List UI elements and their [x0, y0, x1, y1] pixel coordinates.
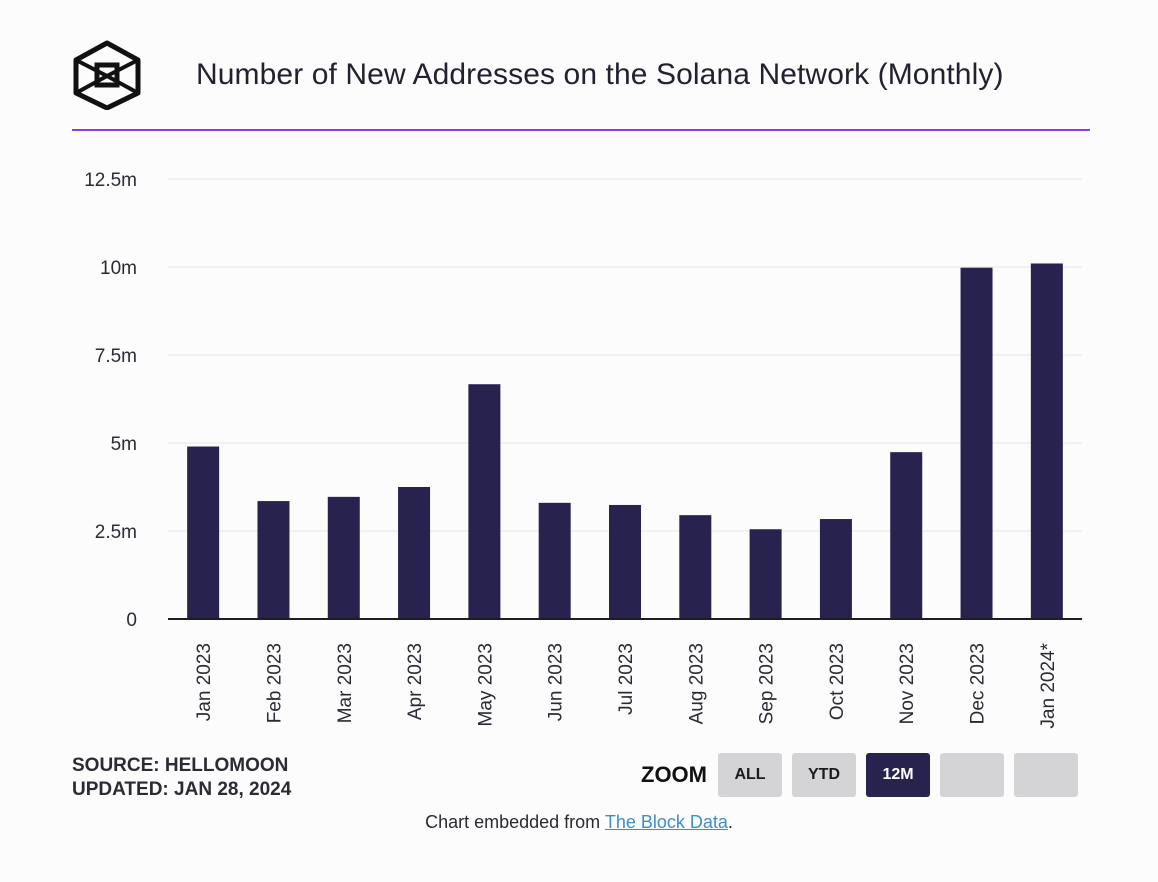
- updated-text: UPDATED: JAN 28, 2024: [72, 779, 292, 800]
- source-text: SOURCE: HELLOMOON: [72, 755, 289, 776]
- bar: [679, 515, 712, 619]
- bar: [257, 501, 290, 619]
- x-tick-label: Dec 2023: [968, 643, 989, 724]
- y-tick-label: 12.5m: [84, 170, 137, 191]
- bar-chart: 0 2.5m 5m 7.5m 10m 12.5m Jan 2023 Feb 2023 Mar 2…: [84, 170, 1082, 729]
- embed-prefix: Chart embedded from: [425, 812, 605, 832]
- bar: [749, 529, 782, 619]
- zoom-12m-button[interactable]: 12M: [866, 753, 930, 797]
- the-block-data-link[interactable]: The Block Data: [604, 812, 728, 832]
- y-tick-label: 7.5m: [95, 346, 137, 367]
- y-tick-label: 10m: [100, 258, 137, 279]
- y-tick-label: 5m: [111, 434, 137, 455]
- zoom-controls: ZOOM ALL YTD 12M: [641, 753, 1088, 797]
- bar: [1030, 263, 1063, 619]
- x-tick-label: Sep 2023: [757, 643, 778, 724]
- x-tick-label: Jun 2023: [546, 643, 567, 721]
- title-divider: [72, 129, 1090, 131]
- bar: [398, 487, 431, 619]
- x-tick-label: Mar 2023: [335, 643, 356, 723]
- bar: [609, 504, 641, 619]
- bar: [468, 384, 501, 619]
- x-tick-label: Jan 2023: [194, 643, 215, 721]
- x-tick-label: Nov 2023: [897, 643, 918, 724]
- source-block: SOURCE: HELLOMOON UPDATED: JAN 28, 2024: [72, 754, 291, 802]
- zoom-blank-button-1[interactable]: [940, 753, 1004, 797]
- x-tick-label: Feb 2023: [264, 643, 285, 723]
- x-tick-label: Apr 2023: [405, 643, 426, 720]
- the-block-logo-icon: [73, 40, 141, 110]
- zoom-ytd-button[interactable]: YTD: [792, 753, 856, 797]
- zoom-all-button[interactable]: ALL: [718, 753, 782, 797]
- bar: [960, 267, 993, 619]
- x-tick-label: May 2023: [475, 643, 496, 726]
- bar: [819, 519, 852, 619]
- chart-title: Number of New Addresses on the Solana Ne…: [196, 58, 1004, 91]
- zoom-blank-button-2[interactable]: [1014, 753, 1078, 797]
- embed-note: Chart embedded from The Block Data.: [0, 812, 1158, 833]
- y-tick-label: 0: [126, 610, 137, 631]
- zoom-label: ZOOM: [641, 762, 707, 787]
- x-tick-label: Jan 2024*: [1038, 642, 1059, 728]
- y-tick-label: 2.5m: [95, 522, 137, 543]
- bar: [187, 446, 220, 619]
- bar: [327, 496, 360, 619]
- x-tick-label: Aug 2023: [686, 643, 707, 724]
- x-tick-label: Jul 2023: [616, 643, 637, 715]
- bar: [890, 452, 923, 619]
- bar: [538, 502, 571, 619]
- embed-suffix: .: [727, 812, 733, 832]
- x-tick-label: Oct 2023: [827, 643, 848, 720]
